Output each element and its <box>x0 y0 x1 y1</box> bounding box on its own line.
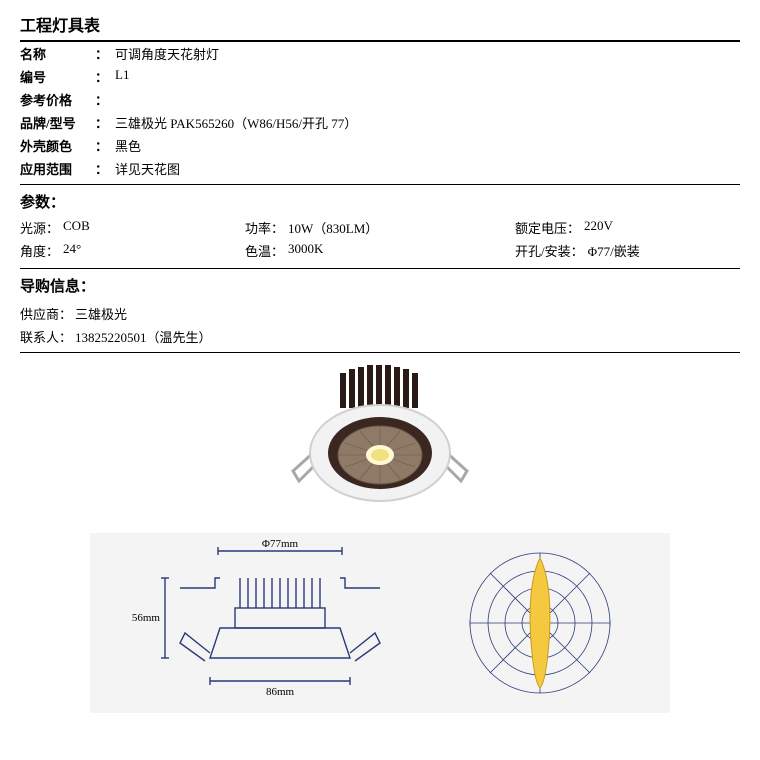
dimension-drawing: Φ77mm 56mm 86mm <box>90 533 670 713</box>
label-voltage: 额定电压： <box>515 218 580 237</box>
value-angle: 24° <box>63 241 81 260</box>
params-header: 参数： <box>20 184 740 214</box>
label-source: 光源： <box>20 218 59 237</box>
label-shell: 外壳颜色 <box>20 136 95 155</box>
label-name: 名称 <box>20 44 95 63</box>
value-power: 10W（830LM） <box>288 218 378 237</box>
label-price: 参考价格 <box>20 90 95 109</box>
value-brand: 三雄极光 PAK565260（W86/H56/开孔 77） <box>115 113 740 132</box>
label-mount: 开孔/安装： <box>515 241 584 260</box>
technical-diagram: Φ77mm 56mm 86mm <box>20 533 740 713</box>
colon: ： <box>95 44 115 63</box>
label-temp: 色温： <box>245 241 284 260</box>
label-code: 编号 <box>20 67 95 86</box>
colon: ： <box>95 159 115 178</box>
label-power: 功率： <box>245 218 284 237</box>
info-block: 名称 ： 可调角度天花射灯 编号 ： L1 参考价格 ： 品牌/型号 ： 三雄极… <box>20 42 740 180</box>
dim-height-text: 56mm <box>132 612 161 624</box>
dim-hole-text: Φ77mm <box>262 538 299 550</box>
value-supplier: 三雄极光 <box>75 304 127 323</box>
buy-header: 导购信息： <box>20 268 740 298</box>
doc-title: 工程灯具表 <box>20 8 740 42</box>
downlight-illustration <box>285 363 475 523</box>
value-temp: 3000K <box>288 241 323 260</box>
dim-width-text: 86mm <box>266 686 295 698</box>
value-source: COB <box>63 218 90 237</box>
params-grid: 光源：COB 功率：10W（830LM） 额定电压：220V 角度：24° 色温… <box>20 214 740 264</box>
colon: ： <box>95 136 115 155</box>
value-voltage: 220V <box>584 218 613 237</box>
label-contact: 联系人： <box>20 327 75 346</box>
value-name: 可调角度天花射灯 <box>115 44 740 63</box>
label-angle: 角度： <box>20 241 59 260</box>
label-brand: 品牌/型号 <box>20 113 95 132</box>
label-scope: 应用范围 <box>20 159 95 178</box>
divider <box>20 352 740 353</box>
value-shell: 黑色 <box>115 136 740 155</box>
value-code: L1 <box>115 67 740 86</box>
product-photo <box>20 363 740 523</box>
value-scope: 详见天花图 <box>115 159 740 178</box>
value-contact: 13825220501（温先生） <box>75 327 212 346</box>
colon: ： <box>95 90 115 109</box>
colon: ： <box>95 67 115 86</box>
colon: ： <box>95 113 115 132</box>
value-price <box>115 90 740 109</box>
label-supplier: 供应商： <box>20 304 75 323</box>
value-mount: Φ77/嵌装 <box>588 241 640 260</box>
buy-block: 供应商： 三雄极光 联系人： 13825220501（温先生） <box>20 298 740 352</box>
